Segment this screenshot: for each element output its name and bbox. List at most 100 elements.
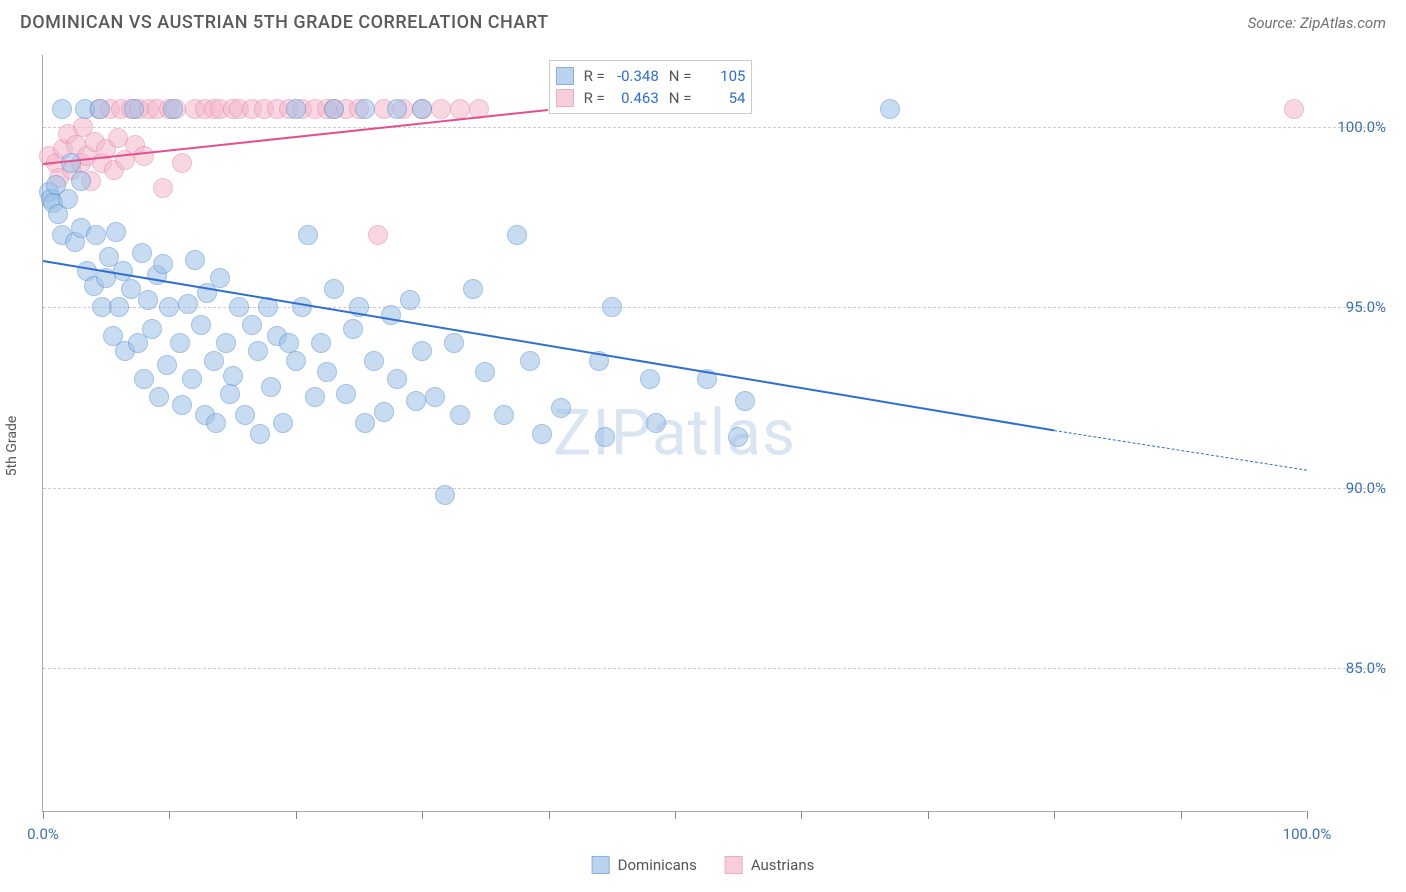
y-tick-label: 90.0% <box>1316 479 1386 497</box>
stats-r-value-dominicans: -0.348 <box>611 67 659 85</box>
data-point-dominicans <box>235 405 255 425</box>
stats-swatch-dominicans <box>556 67 574 85</box>
y-tick-label: 85.0% <box>1316 659 1386 677</box>
x-tick <box>1054 811 1055 819</box>
data-point-austrians <box>431 99 451 119</box>
stats-r-label: R = <box>584 67 605 85</box>
gridline <box>43 668 1386 669</box>
data-point-dominicans <box>273 413 293 433</box>
data-point-dominicans <box>305 387 325 407</box>
data-point-dominicans <box>90 99 110 119</box>
chart-title: DOMINICAN VS AUSTRIAN 5TH GRADE CORRELAT… <box>20 12 549 33</box>
x-tick-label: 0.0% <box>27 825 59 843</box>
data-point-dominicans <box>292 297 312 317</box>
data-point-dominicans <box>595 427 615 447</box>
legend-swatch-austrians <box>725 856 743 874</box>
data-point-dominicans <box>182 369 202 389</box>
data-point-dominicans <box>412 341 432 361</box>
data-point-dominicans <box>425 387 445 407</box>
data-point-dominicans <box>435 485 455 505</box>
data-point-dominicans <box>317 362 337 382</box>
trendline-dominicans-dash <box>1054 430 1307 471</box>
data-point-dominicans <box>242 315 262 335</box>
data-point-dominicans <box>286 351 306 371</box>
x-tick <box>43 811 44 819</box>
stats-r-value-austrians: 0.463 <box>611 89 659 107</box>
x-tick-label: 100.0% <box>1283 825 1332 843</box>
data-point-dominicans <box>178 294 198 314</box>
data-point-dominicans <box>400 290 420 310</box>
data-point-dominicans <box>132 243 152 263</box>
gridline <box>43 488 1386 489</box>
data-point-austrians <box>134 146 154 166</box>
data-point-dominicans <box>374 402 394 422</box>
data-point-dominicans <box>134 369 154 389</box>
data-point-dominicans <box>532 424 552 444</box>
data-point-dominicans <box>220 384 240 404</box>
stats-n-label: N = <box>669 67 692 85</box>
data-point-dominicans <box>551 398 571 418</box>
x-tick <box>1181 811 1182 819</box>
stats-n-label: N = <box>669 89 692 107</box>
data-point-dominicans <box>728 427 748 447</box>
data-point-austrians <box>153 178 173 198</box>
data-point-dominicans <box>520 351 540 371</box>
y-axis-title: 5th Grade <box>4 416 20 477</box>
source-label: Source: ZipAtlas.com <box>1248 14 1386 32</box>
data-point-dominicans <box>170 333 190 353</box>
data-point-dominicans <box>153 254 173 274</box>
data-point-dominicans <box>444 333 464 353</box>
data-point-dominicans <box>355 413 375 433</box>
stats-r-label: R = <box>584 89 605 107</box>
data-point-austrians <box>1284 99 1304 119</box>
data-point-austrians <box>368 225 388 245</box>
data-point-dominicans <box>298 225 318 245</box>
data-point-dominicans <box>52 99 72 119</box>
data-point-dominicans <box>172 395 192 415</box>
data-point-dominicans <box>646 413 666 433</box>
gridline <box>43 127 1386 128</box>
data-point-dominicans <box>248 341 268 361</box>
data-point-dominicans <box>71 171 91 191</box>
data-point-dominicans <box>343 319 363 339</box>
data-point-dominicans <box>157 355 177 375</box>
data-point-dominicans <box>191 315 211 335</box>
data-point-dominicans <box>494 405 514 425</box>
data-point-dominicans <box>324 279 344 299</box>
x-tick <box>422 811 423 819</box>
x-tick <box>675 811 676 819</box>
stats-n-value-austrians: 54 <box>697 89 745 107</box>
x-tick <box>169 811 170 819</box>
data-point-dominicans <box>223 366 243 386</box>
data-point-dominicans <box>159 297 179 317</box>
data-point-dominicans <box>286 99 306 119</box>
data-point-dominicans <box>216 333 236 353</box>
data-point-dominicans <box>250 424 270 444</box>
data-point-dominicans <box>163 99 183 119</box>
chart-plot-area: ZIPatlas 85.0%90.0%95.0%100.0%0.0%100.0%… <box>42 55 1306 812</box>
data-point-dominicans <box>279 333 299 353</box>
data-point-dominicans <box>206 413 226 433</box>
data-point-dominicans <box>109 297 129 317</box>
data-point-dominicans <box>106 222 126 242</box>
data-point-dominicans <box>149 387 169 407</box>
watermark: ZIPatlas <box>553 396 796 471</box>
x-tick <box>549 811 550 819</box>
data-point-dominicans <box>261 377 281 397</box>
legend-label-austrians: Austrians <box>751 856 815 874</box>
data-point-dominicans <box>185 250 205 270</box>
data-point-dominicans <box>229 297 249 317</box>
data-point-dominicans <box>58 189 78 209</box>
y-tick-label: 95.0% <box>1316 298 1386 316</box>
data-point-dominicans <box>387 369 407 389</box>
data-point-dominicans <box>475 362 495 382</box>
data-point-dominicans <box>387 99 407 119</box>
data-point-dominicans <box>406 391 426 411</box>
x-tick <box>928 811 929 819</box>
data-point-dominicans <box>210 268 230 288</box>
stats-row-dominicans: R =-0.348N =105 <box>556 65 746 87</box>
legend-item-dominicans: Dominicans <box>592 856 697 874</box>
data-point-dominicans <box>61 153 81 173</box>
data-point-dominicans <box>507 225 527 245</box>
data-point-dominicans <box>450 405 470 425</box>
